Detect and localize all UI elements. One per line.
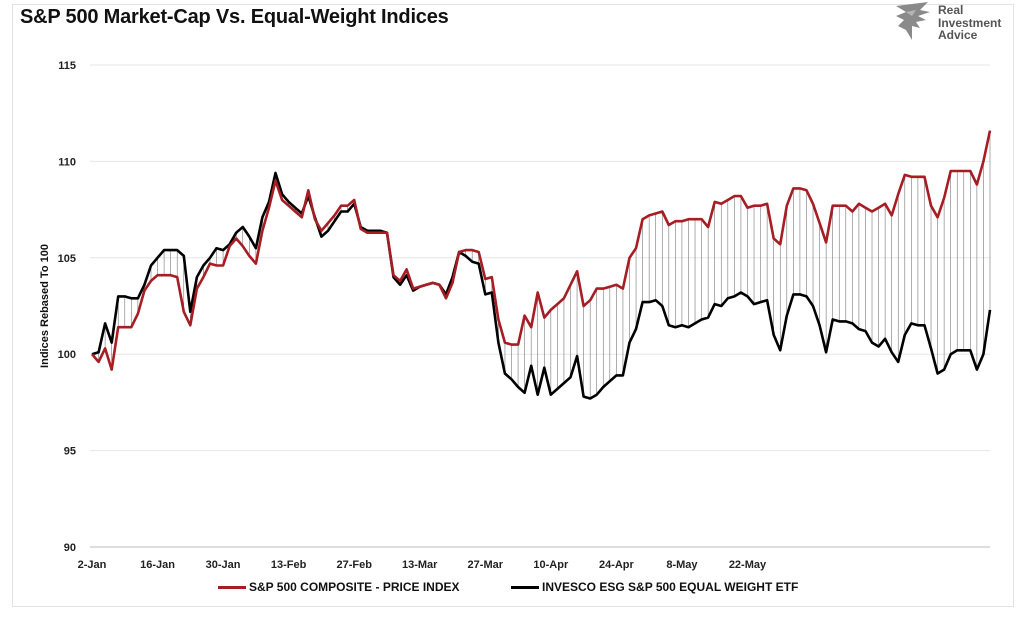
y-axis-label: Indices Rebased To 100 <box>39 244 51 368</box>
y-tick-label: 110 <box>58 156 76 168</box>
x-tick-label: 8-May <box>666 559 698 571</box>
gridlines <box>90 64 990 452</box>
legend-swatch-equal-weight <box>511 585 539 589</box>
x-tick-label: 13-Mar <box>402 559 438 571</box>
eagle-icon <box>896 2 930 40</box>
series-line-sp500 <box>91 130 992 371</box>
x-tick-label: 2-Jan <box>78 559 107 571</box>
legend: S&P 500 COMPOSITE - PRICE INDEX INVESCO … <box>0 580 1024 600</box>
logo-line-1: Real <box>938 3 964 17</box>
x-tick-label: 30-Jan <box>206 559 241 571</box>
x-axis-ticks: 2-Jan 16-Jan 30-Jan 13-Feb 27-Feb 13-Mar 27-Ma… <box>78 559 767 571</box>
y-axis-ticks: 90 95 100 105 110 115 <box>58 60 76 554</box>
y-tick-label: 95 <box>64 446 76 458</box>
x-tick-label: 27-Mar <box>468 559 504 571</box>
x-tick-label: 10-Apr <box>533 559 569 571</box>
y-tick-label: 100 <box>58 349 76 361</box>
x-tick-label: 27-Feb <box>336 559 372 571</box>
y-tick-label: 115 <box>58 60 76 72</box>
legend-label-sp500: S&P 500 COMPOSITE - PRICE INDEX <box>249 580 460 594</box>
logo-text: Real Investment Advice <box>938 4 1001 42</box>
x-tick-label: 22-May <box>729 559 767 571</box>
logo-line-3: Advice <box>938 28 978 42</box>
chart-title: S&P 500 Market-Cap Vs. Equal-Weight Indi… <box>20 6 449 28</box>
series-line-equal-weight <box>91 171 992 400</box>
spread-hatching <box>98 130 991 399</box>
x-tick-label: 16-Jan <box>140 559 175 571</box>
x-tick-label: 13-Feb <box>271 559 307 571</box>
y-tick-label: 105 <box>58 253 76 265</box>
chart-frame <box>12 4 1014 607</box>
x-tick-label: 24-Apr <box>599 559 635 571</box>
logo-line-2: Investment <box>938 15 1002 30</box>
legend-item-equal-weight: INVESCO ESG S&P 500 EQUAL WEIGHT ETF <box>511 580 798 594</box>
legend-item-sp500: S&P 500 COMPOSITE - PRICE INDEX <box>218 580 460 594</box>
legend-swatch-sp500 <box>218 585 246 589</box>
real-investment-advice-logo: Real Investment Advice <box>890 0 1001 46</box>
legend-label-equal-weight: INVESCO ESG S&P 500 EQUAL WEIGHT ETF <box>542 580 799 594</box>
y-tick-label: 90 <box>64 542 76 554</box>
series-lines <box>91 130 992 400</box>
